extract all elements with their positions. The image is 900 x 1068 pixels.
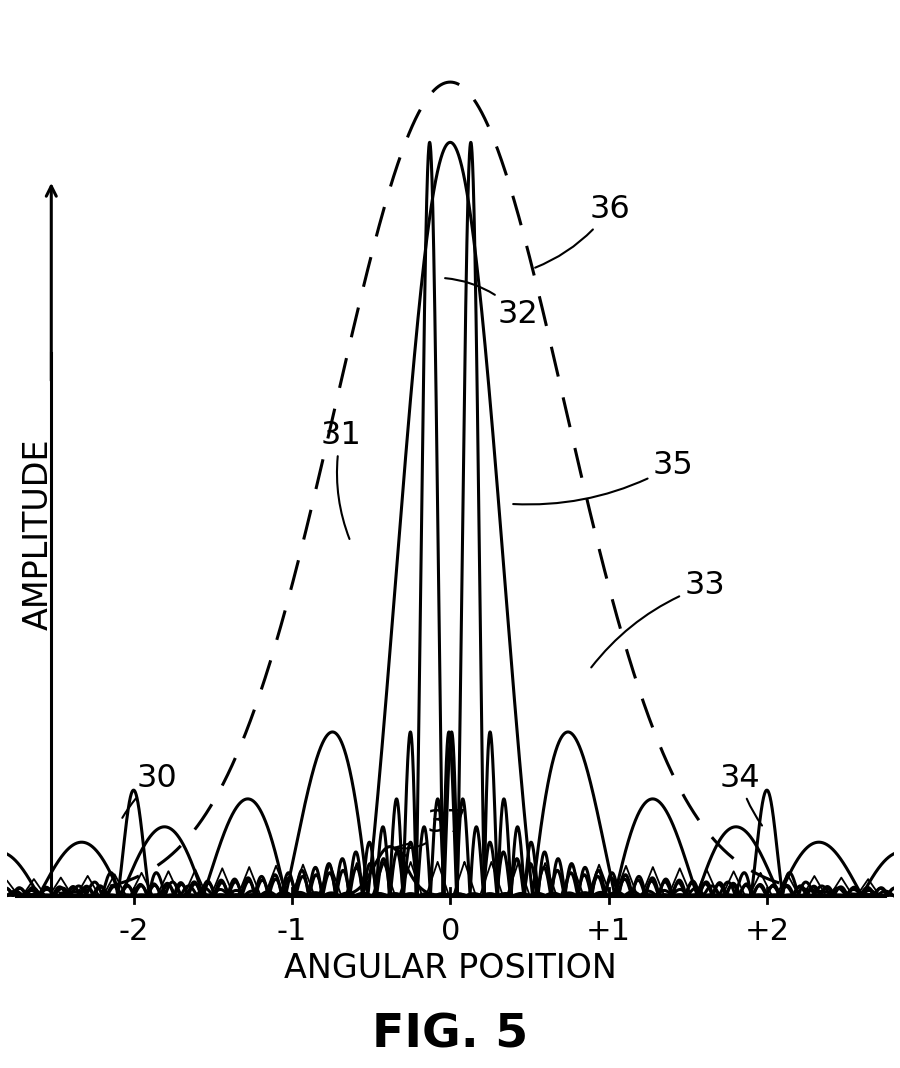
Text: 33: 33: [591, 570, 725, 668]
Text: 31: 31: [320, 420, 361, 539]
Text: +2: +2: [744, 916, 789, 945]
Text: 0: 0: [440, 916, 460, 945]
Text: 35: 35: [513, 450, 693, 504]
Text: 37: 37: [395, 807, 467, 857]
Text: -2: -2: [118, 916, 148, 945]
Text: 30: 30: [122, 763, 177, 818]
Text: +1: +1: [586, 916, 631, 945]
Text: AMPLITUDE: AMPLITUDE: [22, 438, 55, 630]
Text: ANGULAR POSITION: ANGULAR POSITION: [284, 952, 616, 985]
Text: 34: 34: [719, 763, 761, 826]
Text: 32: 32: [445, 279, 538, 330]
Text: -1: -1: [276, 916, 307, 945]
Text: 36: 36: [535, 193, 630, 268]
Text: FIG. 5: FIG. 5: [372, 1012, 528, 1057]
